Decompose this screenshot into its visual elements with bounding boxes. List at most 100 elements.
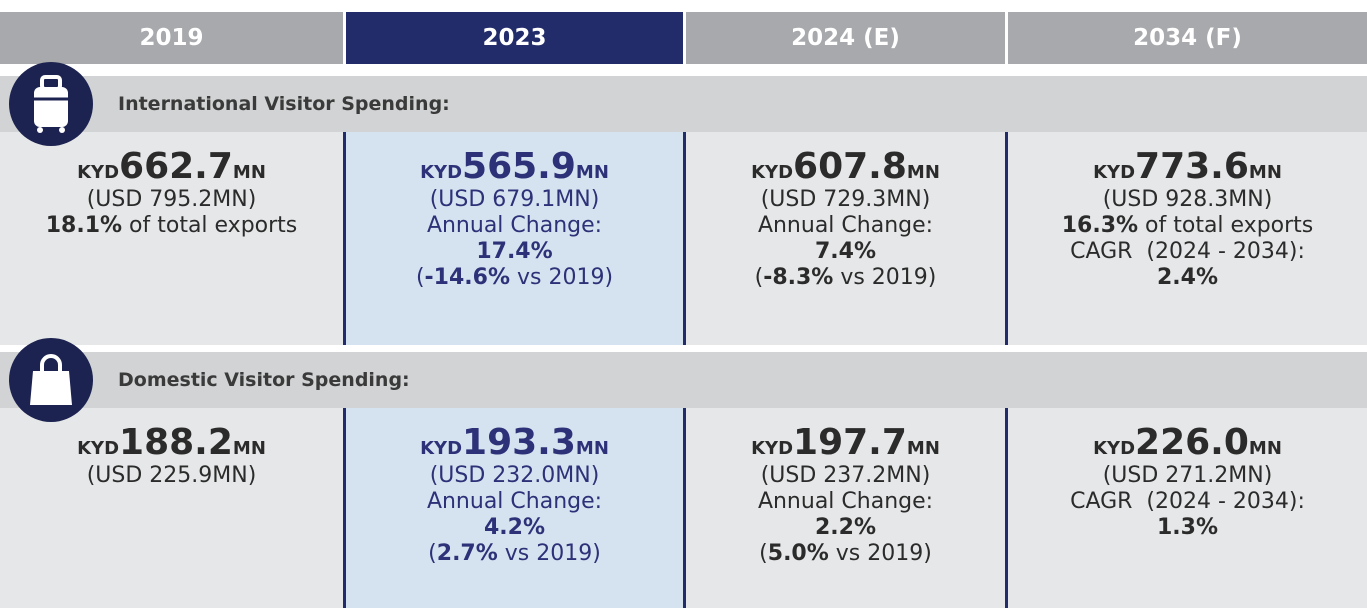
unit: MN: [1248, 155, 1282, 185]
main-value: KYD188.2MN: [0, 422, 343, 463]
detail-text: vs 2019): [510, 265, 614, 290]
column-header: 2019: [0, 12, 343, 64]
unit: MN: [1248, 431, 1282, 461]
detail-text: (USD 237.2MN): [760, 463, 931, 488]
detail-text: -8.3%: [763, 265, 834, 290]
value-cell: KYD607.8MN (USD 729.3MN) Annual Change: 7.4…: [683, 132, 1005, 345]
detail-text: Annual Change:: [757, 489, 934, 514]
detail-line: 1.3%: [1008, 515, 1367, 541]
value-cell: KYD193.3MN (USD 232.0MN) Annual Change: 4.2…: [343, 408, 683, 608]
detail-line: (USD 729.3MN): [686, 187, 1005, 213]
detail-text: vs 2019): [497, 541, 601, 566]
column-header: 2023: [346, 12, 683, 64]
detail-line: (-8.3% vs 2019): [686, 265, 1005, 291]
section-title: Domestic Visitor Spending:: [118, 369, 410, 391]
detail-text: (: [754, 265, 764, 290]
currency: KYD: [1093, 155, 1136, 185]
detail-line: (USD 237.2MN): [686, 463, 1005, 489]
detail-line: (USD 225.9MN): [0, 463, 343, 489]
amount: 193.3: [462, 422, 576, 463]
detail-text: CAGR (2024 - 2034):: [1070, 239, 1305, 264]
detail-text: vs 2019): [828, 541, 932, 566]
detail-text: (USD 271.2MN): [1102, 463, 1273, 488]
detail-text: (USD 232.0MN): [429, 463, 600, 488]
detail-text: 5.0%: [767, 541, 829, 566]
detail-line: Annual Change:: [346, 213, 683, 239]
detail-line: Annual Change:: [686, 489, 1005, 515]
main-value: KYD662.7MN: [0, 146, 343, 187]
detail-text: 4.2%: [483, 515, 545, 540]
column-header: 2034 (F): [1008, 12, 1367, 64]
detail-line: 4.2%: [346, 515, 683, 541]
currency: KYD: [751, 431, 794, 461]
main-value: KYD773.6MN: [1008, 146, 1367, 187]
detail-text: 2.7%: [436, 541, 498, 566]
detail-text: (USD 225.9MN): [86, 463, 257, 488]
detail-text: (: [759, 541, 768, 566]
detail-text: (: [415, 265, 425, 290]
detail-text: Annual Change:: [426, 489, 603, 514]
detail-text: 17.4%: [476, 239, 553, 264]
amount: 226.0: [1135, 422, 1249, 463]
detail-text: Annual Change:: [426, 213, 603, 238]
detail-line: Annual Change:: [346, 489, 683, 515]
section-bar: Domestic Visitor Spending:: [0, 352, 1367, 408]
section-icon: [9, 62, 93, 146]
currency: KYD: [420, 155, 463, 185]
detail-line: 7.4%: [686, 239, 1005, 265]
detail-text: (USD 795.2MN): [86, 187, 257, 212]
detail-line: 17.4%: [346, 239, 683, 265]
value-cell: KYD197.7MN (USD 237.2MN) Annual Change: 2.2…: [683, 408, 1005, 608]
currency: KYD: [751, 155, 794, 185]
detail-text: (USD 729.3MN): [760, 187, 931, 212]
amount: 607.8: [793, 146, 907, 187]
main-value: KYD197.7MN: [686, 422, 1005, 463]
amount: 565.9: [462, 146, 576, 187]
detail-line: (USD 679.1MN): [346, 187, 683, 213]
detail-line: (5.0% vs 2019): [686, 541, 1005, 567]
detail-line: 2.2%: [686, 515, 1005, 541]
detail-text: (USD 679.1MN): [429, 187, 600, 212]
detail-text: 16.3%: [1061, 213, 1139, 238]
detail-line: (-14.6% vs 2019): [346, 265, 683, 291]
detail-line: (USD 232.0MN): [346, 463, 683, 489]
detail-text: 1.3%: [1156, 515, 1218, 540]
detail-text: of total exports: [1138, 213, 1314, 238]
value-cell: KYD188.2MN (USD 225.9MN): [0, 408, 343, 608]
detail-line: (USD 795.2MN): [0, 187, 343, 213]
detail-line: Annual Change:: [686, 213, 1005, 239]
unit: MN: [575, 155, 609, 185]
detail-text: vs 2019): [833, 265, 937, 290]
detail-line: 18.1% of total exports: [0, 213, 343, 239]
unit: MN: [232, 155, 266, 185]
detail-text: CAGR (2024 - 2034):: [1070, 489, 1305, 514]
currency: KYD: [77, 155, 120, 185]
section-icon: [9, 338, 93, 422]
detail-text: -14.6%: [424, 265, 510, 290]
value-cell: KYD662.7MN (USD 795.2MN) 18.1% of total ex…: [0, 132, 343, 345]
detail-line: (USD 271.2MN): [1008, 463, 1367, 489]
value-cell: KYD773.6MN (USD 928.3MN) 16.3% of total ex…: [1005, 132, 1367, 345]
detail-line: 2.4%: [1008, 265, 1367, 291]
detail-line: (2.7% vs 2019): [346, 541, 683, 567]
amount: 662.7: [119, 146, 233, 187]
currency: KYD: [420, 431, 463, 461]
unit: MN: [232, 431, 266, 461]
unit: MN: [906, 155, 940, 185]
column-header: 2024 (E): [686, 12, 1005, 64]
detail-text: 2.2%: [814, 515, 876, 540]
unit: MN: [906, 431, 940, 461]
currency: KYD: [77, 431, 120, 461]
detail-text: 2.4%: [1156, 265, 1218, 290]
main-value: KYD226.0MN: [1008, 422, 1367, 463]
section-title: International Visitor Spending:: [118, 93, 450, 115]
detail-line: (USD 928.3MN): [1008, 187, 1367, 213]
detail-text: 7.4%: [814, 239, 876, 264]
unit: MN: [575, 431, 609, 461]
main-value: KYD565.9MN: [346, 146, 683, 187]
detail-text: of total exports: [122, 213, 298, 238]
main-value: KYD607.8MN: [686, 146, 1005, 187]
value-cell: KYD565.9MN (USD 679.1MN) Annual Change: 17.…: [343, 132, 683, 345]
amount: 188.2: [119, 422, 233, 463]
